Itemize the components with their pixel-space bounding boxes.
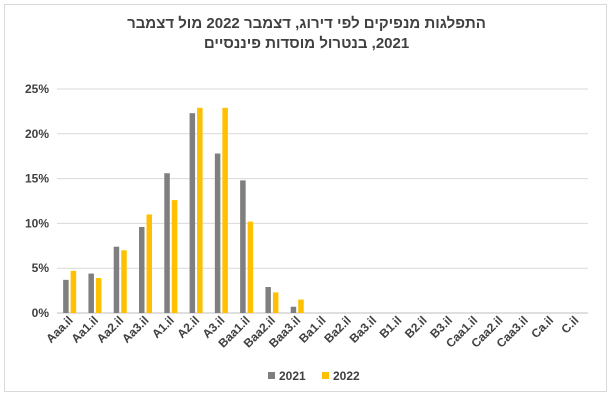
y-tick-label: 20%	[25, 127, 49, 141]
bar-2021-Aa2.il	[113, 246, 120, 313]
chart-frame	[4, 4, 607, 392]
bar-2022-Aa1.il	[95, 278, 102, 313]
y-axis-ticks: 0% 5% 10% 15% 20% 25%	[25, 82, 49, 320]
y-tick-label: 25%	[25, 82, 49, 96]
chart-title-line1: התפלגות מנפיקים לפי דירוג, דצמבר 2022 מו…	[127, 15, 486, 32]
bar-2022-Aa2.il	[121, 250, 127, 313]
bar-2021-Baa3.il	[290, 306, 297, 313]
x-tick-label: B2.il	[402, 313, 430, 341]
gridlines	[57, 88, 588, 314]
x-tick-label: Ba3.il	[347, 313, 380, 346]
bar-2021-Aa1.il	[88, 273, 94, 313]
legend-swatch-2022	[322, 372, 329, 379]
x-tick-label: A2.il	[174, 313, 202, 341]
x-tick-label: B1.il	[377, 313, 405, 341]
bar-2021-Aaa.il	[63, 279, 69, 313]
bar-2021-A2.il	[189, 113, 196, 313]
x-tick-label: A1.il	[149, 313, 177, 341]
bar-2022-Aa3.il	[146, 214, 152, 313]
bar-2022-Baa1.il	[247, 221, 254, 313]
bar-2021-A3.il	[214, 153, 221, 313]
bars	[63, 107, 304, 313]
bar-2022-Aaa.il	[70, 270, 77, 313]
x-tick-label: Ba2.il	[321, 313, 354, 346]
bar-2021-Baa2.il	[265, 287, 271, 313]
bar-2022-Baa3.il	[298, 299, 304, 313]
bar-2022-A2.il	[197, 107, 203, 313]
bar-2021-Aa3.il	[139, 226, 145, 313]
y-tick-label: 15%	[25, 172, 49, 186]
legend: 2021 2022	[268, 369, 360, 383]
y-tick-label: 10%	[25, 216, 49, 230]
bar-2022-Baa2.il	[272, 292, 279, 313]
bar-2021-A1.il	[164, 173, 170, 313]
legend-swatch-2021	[268, 372, 275, 379]
x-tick-label: C.il	[558, 313, 581, 336]
x-tick-label: Ca.il	[528, 313, 556, 341]
legend-label-2022: 2022	[333, 369, 360, 383]
chart-title: התפלגות מנפיקים לפי דירוג, דצמבר 2022 מו…	[0, 14, 613, 54]
x-tick-label: Aa3.il	[119, 313, 152, 346]
x-tick-label: Aa2.il	[94, 313, 127, 346]
bar-2021-Baa1.il	[240, 180, 246, 313]
legend-label-2021: 2021	[279, 369, 306, 383]
y-tick-label: 0%	[32, 306, 50, 320]
x-tick-label: Ba1.il	[296, 313, 329, 346]
y-tick-label: 5%	[32, 261, 50, 275]
bar-2022-A1.il	[171, 200, 178, 313]
bar-2022-A3.il	[222, 107, 228, 313]
x-axis-ticks: Aaa.ilAa1.ilAa2.ilAa3.ilA1.ilA2.ilA3.ilB…	[43, 313, 581, 350]
x-tick-label: Aa1.il	[69, 313, 102, 346]
chart-title-line2: 2021, בנטרול מוסדות פיננסיים	[203, 35, 410, 52]
